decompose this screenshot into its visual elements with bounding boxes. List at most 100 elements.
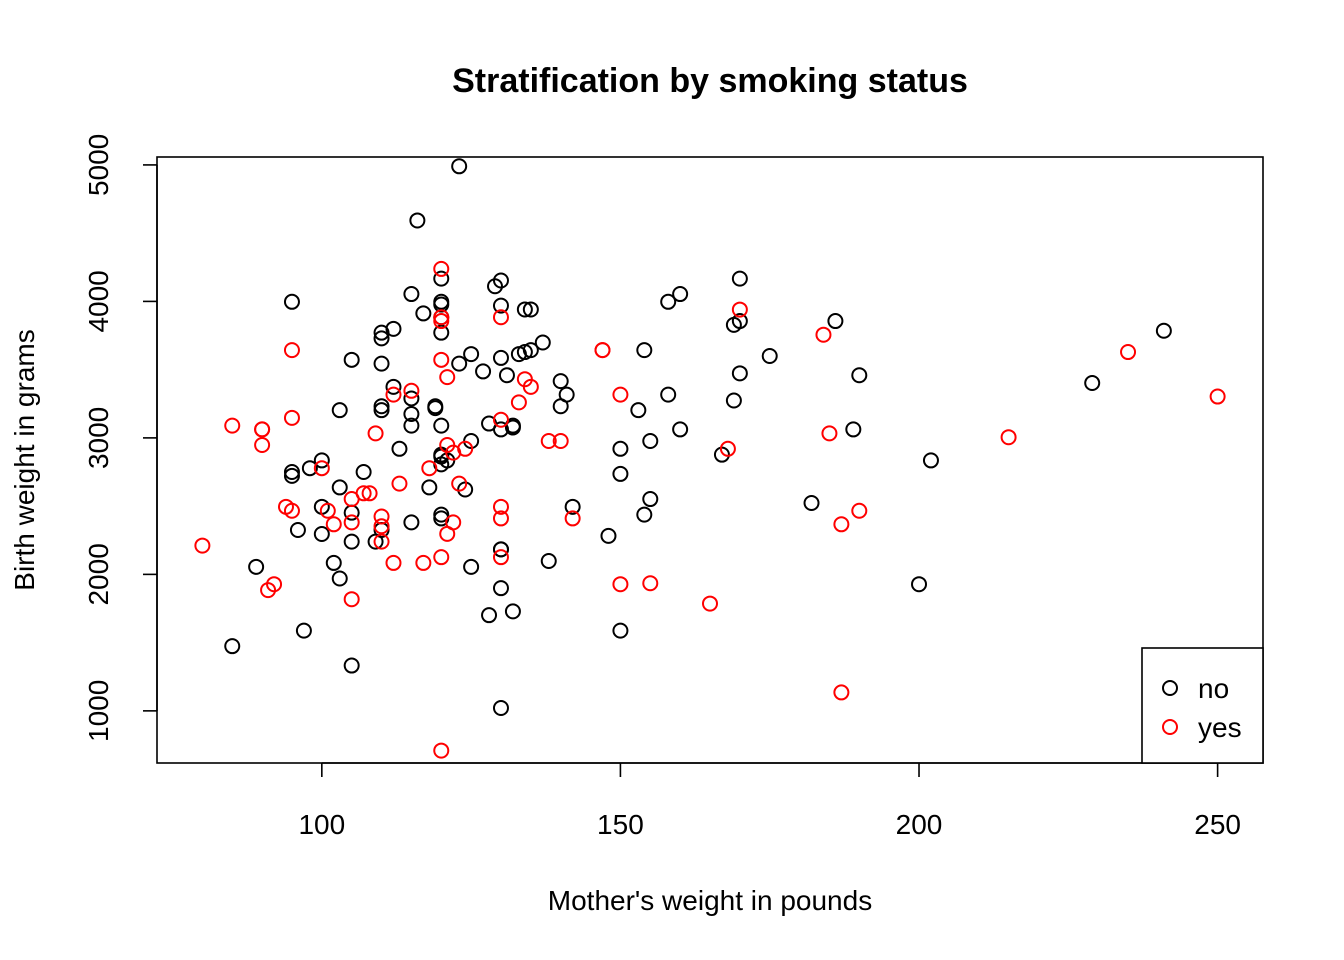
point-yes [343,491,360,508]
point-no [283,293,300,310]
point-no [373,402,390,419]
point-no [911,576,928,593]
point-yes [385,554,402,571]
point-no [421,479,438,496]
point-no [851,367,868,384]
point-yes [343,514,360,531]
point-no [492,699,509,716]
point-no [403,406,420,423]
point-yes [433,351,450,368]
chart-title: Stratification by smoking status [452,62,968,100]
y-tick-label: 4000 [83,270,114,332]
point-yes [391,475,408,492]
point-no [552,398,569,415]
point-no [403,417,420,434]
point-yes [612,576,629,593]
point-yes [552,433,569,450]
point-yes [433,260,450,277]
point-no [343,533,360,550]
point-no [731,270,748,287]
point-no [451,158,468,175]
point-yes [510,394,527,411]
point-yes [821,425,838,442]
point-no [552,373,569,390]
point-yes [283,409,300,426]
point-no [373,330,390,347]
point-yes [254,421,271,438]
y-tick-label: 3000 [83,407,114,469]
point-yes [833,516,850,533]
point-no [534,334,551,351]
x-tick-label: 150 [597,809,644,840]
point-no [283,467,300,484]
legend-box [1141,647,1264,764]
x-axis: 100 150 200 250 [298,762,1241,840]
point-yes [564,510,581,527]
point-no [301,460,318,477]
point-no [498,367,515,384]
point-yes [325,516,342,533]
x-tick-label: 200 [896,809,943,840]
point-yes [224,417,241,434]
point-no [564,498,581,515]
point-yes [373,518,390,535]
point-yes [433,742,450,759]
point-yes [457,440,474,457]
point-yes [702,595,718,612]
point-no [827,313,844,330]
point-no [761,347,778,364]
point-yes [642,575,659,592]
point-no [492,349,509,366]
point-yes [283,502,300,519]
point-yes [492,411,509,428]
x-axis-label: Mother's weight in pounds [548,885,872,916]
point-yes [492,510,509,527]
point-no [922,452,939,469]
point-yes [445,514,462,531]
x-tick-label: 100 [298,809,345,840]
point-no [403,514,420,531]
point-yes [433,549,450,566]
point-no [516,301,533,318]
point-no [803,494,820,511]
point-yes [492,549,509,566]
point-no [725,392,742,409]
point-no [522,301,539,318]
point-no [313,452,330,469]
data-points [194,158,1226,759]
point-no [492,272,509,289]
point-no [289,522,306,539]
point-no [492,297,509,314]
point-yes [594,342,611,359]
point-no [612,622,629,639]
point-yes [283,342,300,359]
point-no [325,554,342,571]
point-no [373,398,390,415]
point-yes [254,436,271,453]
point-no [433,270,450,287]
point-yes [194,537,211,554]
point-no [385,378,402,395]
point-no [373,355,390,372]
point-no [504,419,521,436]
point-no [463,346,480,363]
point-no [331,402,348,419]
point-no [248,558,265,575]
legend: no yes [1141,647,1264,764]
point-yes [373,508,390,525]
point-no [642,433,659,450]
point-yes [385,386,402,403]
point-no [630,402,647,419]
point-no [451,355,468,372]
point-no [463,558,480,575]
point-no [504,603,521,620]
point-yes [612,386,629,403]
point-no [295,622,312,639]
point-yes [731,301,748,318]
point-yes [540,433,557,450]
point-no [660,293,677,310]
point-no [373,324,390,341]
point-yes [522,378,539,395]
point-no [355,464,372,481]
point-yes [433,313,450,330]
